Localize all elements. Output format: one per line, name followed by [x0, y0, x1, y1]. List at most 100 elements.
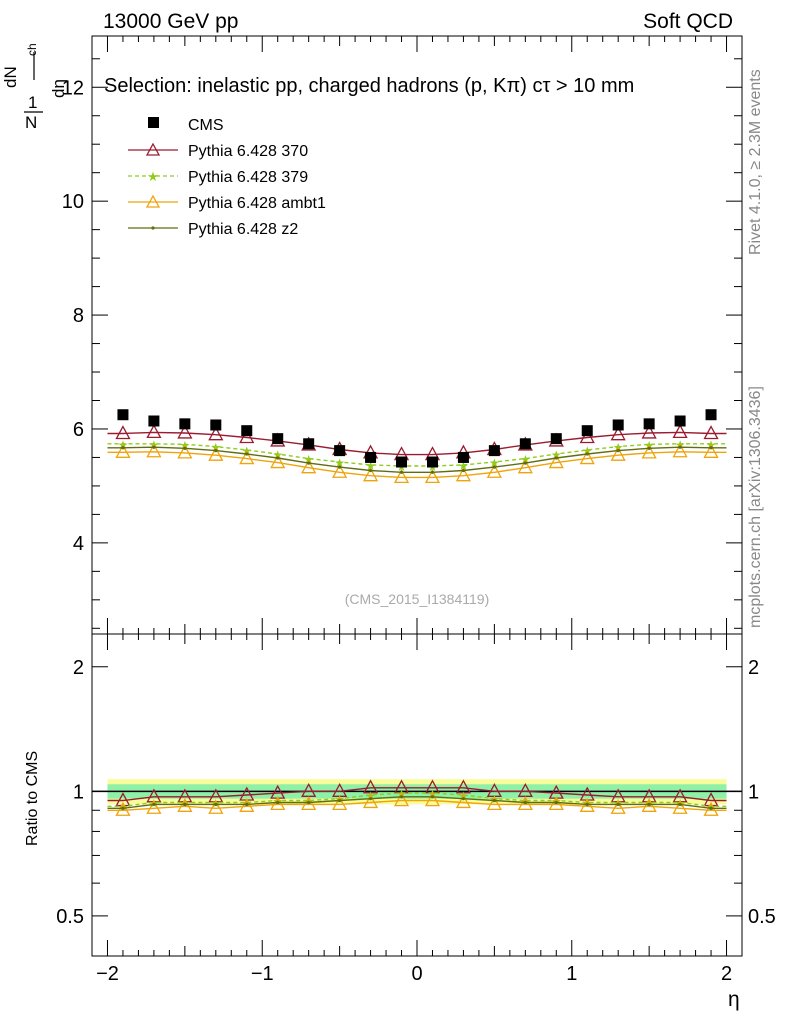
cms-data-point	[210, 419, 222, 431]
data-point	[585, 452, 589, 456]
data-point	[641, 424, 657, 439]
ratio-point	[152, 802, 156, 806]
ratio-point	[616, 802, 620, 806]
x-axis-label: η	[728, 988, 740, 1011]
ratio-line	[107, 787, 727, 802]
ratio-point	[579, 797, 595, 812]
data-point	[424, 469, 441, 484]
data-point	[579, 429, 595, 444]
main-y-tick-label: 4	[73, 533, 84, 555]
legend: CMS Pythia 6.428 370 ★ Pythia 6.428 379 …	[128, 117, 326, 238]
data-point	[177, 424, 193, 439]
ratio-point	[610, 799, 626, 814]
analysis-watermark: (CMS_2015_I1384119)	[345, 591, 490, 607]
data-point	[492, 465, 496, 469]
main-y-tick-labels: 4 6 8 10 12	[62, 77, 84, 555]
data-point	[121, 446, 125, 450]
ratio-point	[276, 800, 280, 805]
legend-label-cms: CMS	[188, 117, 224, 134]
beam-label: 13000 GeV pp	[103, 10, 238, 33]
rivet-version-label: Rivet 4.1.0, ≥ 2.3M events	[747, 69, 764, 255]
data-point	[548, 454, 564, 469]
main-y-axis-label: 1 N dN ch dη	[1, 43, 68, 132]
data-point	[430, 470, 435, 474]
cms-data-point	[612, 419, 624, 431]
ratio-point	[146, 799, 162, 814]
ratio-point	[523, 800, 527, 805]
data-point	[152, 445, 156, 449]
ratio-y-axis-label: Ratio to CMS	[24, 751, 41, 846]
data-point	[214, 449, 218, 453]
ratio-line	[107, 792, 727, 807]
ratio-y-tick-label: 1	[73, 781, 84, 803]
cms-data-point	[550, 433, 562, 445]
data-point	[307, 461, 311, 465]
data-point	[709, 446, 713, 450]
data-point	[146, 424, 162, 439]
legend-label-379: Pythia 6.428 379	[188, 169, 308, 186]
cms-data-point	[396, 456, 408, 468]
data-point	[239, 429, 255, 444]
data-point	[115, 443, 131, 458]
series-pythia-6.428-379: ★★★★★★★★★★★★★★★★★★★★	[107, 438, 727, 474]
data-point	[610, 446, 626, 461]
ratio-point	[517, 796, 533, 811]
cms-data-point	[272, 433, 284, 445]
data-point	[523, 461, 527, 465]
ratio-point	[672, 799, 688, 814]
ratio-pythia-6.428-z2	[107, 795, 727, 810]
ratio-y-tick-label-right: 0.5	[748, 906, 776, 928]
selection-title: Selection: inelastic pp, charged hadrons…	[104, 75, 634, 97]
ratio-point	[177, 797, 193, 812]
ratio-point	[709, 806, 713, 810]
ratio-point	[393, 792, 410, 807]
ratio-point	[492, 798, 496, 803]
x-tick-labels: −2 −1 0 1 2	[96, 963, 732, 985]
data-point	[461, 468, 466, 473]
ratio-point	[332, 796, 348, 811]
data-point	[115, 425, 131, 440]
data-point	[183, 446, 187, 450]
ratio-point	[245, 802, 249, 806]
main-series-group: ★★★★★★★★★★★★★★★★★★★★	[107, 409, 727, 484]
ratio-point	[647, 802, 651, 806]
ratio-point	[430, 795, 435, 799]
ylabel-dN: dN	[1, 66, 20, 88]
cms-data-point	[179, 418, 191, 430]
main-y-tick-label: 8	[73, 305, 84, 327]
data-point	[641, 444, 657, 459]
x-tick-label: 2	[721, 963, 732, 985]
series-line	[107, 443, 727, 467]
data-point	[177, 444, 193, 459]
data-point	[455, 467, 472, 482]
ratio-point	[301, 796, 317, 811]
legend-marker-379: ★	[147, 169, 159, 184]
legend-label-ambt1: Pythia 6.428 ambt1	[188, 195, 326, 212]
ratio-point	[641, 797, 657, 812]
cms-data-point	[241, 425, 253, 437]
cms-data-point	[488, 445, 500, 457]
data-point	[208, 426, 224, 441]
series-pythia-6.428-z2	[107, 445, 727, 474]
ratio-point	[121, 806, 125, 810]
data-point	[362, 467, 379, 482]
ratio-point	[703, 801, 719, 816]
data-point	[338, 465, 342, 469]
data-point	[678, 445, 682, 449]
series-line	[107, 446, 727, 473]
ratio-point	[362, 779, 379, 794]
data-point	[703, 425, 719, 440]
data-point	[672, 424, 688, 439]
ratio-point	[455, 794, 472, 809]
ylabel-deta: dη	[49, 79, 68, 98]
data-point	[647, 446, 651, 450]
ratio-y-tick-label-right: 2	[748, 657, 759, 679]
legend-marker-z2	[151, 226, 155, 230]
cms-data-point	[303, 438, 315, 450]
series-pythia-6.428-ambt1	[107, 443, 727, 484]
x-tick-label: 1	[566, 963, 577, 985]
data-point	[579, 450, 595, 465]
ratio-point	[703, 792, 719, 807]
process-label: Soft QCD	[643, 10, 733, 33]
